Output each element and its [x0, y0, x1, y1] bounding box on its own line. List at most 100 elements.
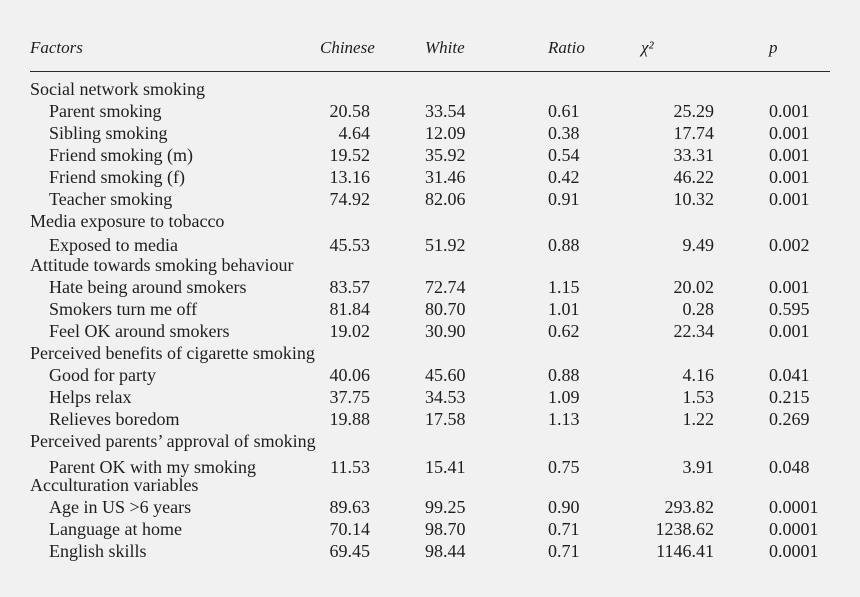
cell-chi-square: 4.16 — [682, 365, 715, 385]
table-row: Sibling smoking 4.64 12.09 0.38 17.74 0.001 — [0, 122, 860, 144]
row-label: Exposed to media — [49, 235, 178, 255]
cell-white: 12.09 — [425, 123, 466, 143]
cell-ratio: 0.42 — [548, 167, 580, 187]
cell-white: 82.06 — [425, 189, 466, 209]
cell-chinese: 83.57 — [329, 277, 371, 297]
cell-chi-square: 1146.41 — [656, 541, 714, 561]
cell-chi-square: 3.91 — [682, 457, 715, 477]
table-header: Factors Chinese White Ratio χ² p — [0, 0, 860, 72]
row-label: Friend smoking (f) — [49, 167, 185, 187]
header-ratio: Ratio — [548, 38, 585, 57]
table-row: English skills 69.45 98.44 0.71 1146.41 0.000… — [0, 540, 860, 562]
cell-p-value: 0.001 — [769, 321, 810, 341]
row-label: Teacher smoking — [49, 189, 173, 209]
cell-chinese: 81.84 — [329, 299, 371, 319]
section-row: Media exposure to tobacco — [0, 210, 860, 232]
cell-p-value: 0.215 — [769, 387, 810, 407]
cell-ratio: 1.09 — [548, 387, 580, 407]
header-factors: Factors — [30, 38, 83, 57]
cell-chinese: 89.63 — [329, 497, 371, 517]
cell-white: 99.25 — [425, 497, 466, 517]
cell-white: 34.53 — [425, 387, 466, 407]
header-p-value: p — [769, 38, 778, 57]
cell-ratio: 0.88 — [548, 235, 580, 255]
table-row: Age in US >6 years 89.63 99.25 0.90 293.82 0.… — [0, 496, 860, 518]
cell-chi-square: 0.28 — [682, 299, 715, 319]
cell-chi-square: 1.53 — [682, 387, 715, 407]
cell-p-value: 0.002 — [769, 235, 810, 255]
cell-chinese: 19.88 — [329, 409, 371, 429]
cell-p-value: 0.001 — [769, 277, 810, 297]
row-label: English skills — [49, 541, 147, 561]
row-label: Parent smoking — [49, 101, 162, 121]
cell-chi-square: 33.31 — [673, 145, 715, 165]
section-row: Social network smoking — [0, 78, 860, 100]
table-row: Parent OK with my smoking 11.53 15.41 0.75 3… — [0, 456, 860, 478]
table-row: Parent smoking 20.58 33.54 0.61 25.29 0.001 — [0, 100, 860, 122]
section-label: Perceived parents’ approval of smoking — [30, 431, 316, 451]
cell-white: 98.70 — [425, 519, 466, 539]
cell-white: 30.90 — [425, 321, 466, 341]
section-row: Perceived parents’ approval of smoking — [0, 430, 860, 452]
table-row: Teacher smoking 74.92 82.06 0.91 10.32 0.001 — [0, 188, 860, 210]
cell-p-value: 0.0001 — [769, 541, 819, 561]
cell-chinese: 69.45 — [329, 541, 371, 561]
cell-chi-square: 17.74 — [673, 123, 715, 143]
cell-chi-square: 10.32 — [673, 189, 715, 209]
cell-p-value: 0.001 — [769, 167, 810, 187]
row-label: Good for party — [49, 365, 156, 385]
cell-chinese: 45.53 — [329, 235, 371, 255]
cell-chinese: 19.52 — [329, 145, 371, 165]
cell-chi-square: 46.22 — [673, 167, 715, 187]
row-label: Language at home — [49, 519, 182, 539]
table-row: Good for party 40.06 45.60 0.88 4.16 0.041 — [0, 364, 860, 386]
cell-chi-square: 1.22 — [682, 409, 715, 429]
section-row: Attitude towards smoking behaviour — [0, 254, 860, 276]
row-label: Sibling smoking — [49, 123, 168, 143]
cell-white: 51.92 — [425, 235, 466, 255]
cell-white: 80.70 — [425, 299, 466, 319]
cell-ratio: 0.91 — [548, 189, 580, 209]
cell-chinese: 11.53 — [330, 457, 370, 477]
cell-chinese: 4.64 — [338, 123, 371, 143]
cell-p-value: 0.595 — [769, 299, 810, 319]
row-label: Smokers turn me off — [49, 299, 198, 319]
cell-chinese: 20.58 — [329, 101, 371, 121]
cell-p-value: 0.001 — [769, 123, 810, 143]
section-label: Acculturation variables — [30, 475, 199, 495]
cell-chi-square: 20.02 — [673, 277, 715, 297]
cell-chinese: 19.02 — [329, 321, 371, 341]
cell-ratio: 1.13 — [548, 409, 580, 429]
cell-ratio: 0.54 — [548, 145, 580, 165]
table-row: Friend smoking (m) 19.52 35.92 0.54 33.31 0.0… — [0, 144, 860, 166]
row-label: Friend smoking (m) — [49, 145, 193, 165]
cell-ratio: 0.38 — [548, 123, 580, 143]
cell-white: 35.92 — [425, 145, 466, 165]
section-row: Acculturation variables — [0, 474, 860, 496]
cell-ratio: 0.71 — [548, 541, 580, 561]
cell-chinese: 74.92 — [329, 189, 371, 209]
cell-p-value: 0.001 — [769, 145, 810, 165]
cell-ratio: 0.88 — [548, 365, 580, 385]
cell-chinese: 70.14 — [329, 519, 371, 539]
section-label: Social network smoking — [30, 79, 205, 99]
section-label: Perceived benefits of cigarette smoking — [30, 343, 315, 363]
cell-white: 98.44 — [425, 541, 466, 561]
cell-white: 17.58 — [425, 409, 466, 429]
cell-white: 72.74 — [425, 277, 466, 297]
table-row: Exposed to media 45.53 51.92 0.88 9.49 0.002 — [0, 234, 860, 256]
table-row: Smokers turn me off 81.84 80.70 1.01 0.28 0.5… — [0, 298, 860, 320]
cell-p-value: 0.001 — [769, 101, 810, 121]
cell-white: 31.46 — [425, 167, 466, 187]
header-rule — [30, 71, 830, 72]
cell-p-value: 0.0001 — [769, 519, 819, 539]
cell-p-value: 0.048 — [769, 457, 810, 477]
cell-p-value: 0.0001 — [769, 497, 819, 517]
cell-ratio: 0.62 — [548, 321, 580, 341]
table-row: Relieves boredom 19.88 17.58 1.13 1.22 0.269 — [0, 408, 860, 430]
row-label: Feel OK around smokers — [49, 321, 230, 341]
cell-p-value: 0.001 — [769, 189, 810, 209]
header-chi-square: χ² — [641, 38, 654, 57]
table-row: Helps relax 37.75 34.53 1.09 1.53 0.215 — [0, 386, 860, 408]
row-label: Relieves boredom — [49, 409, 180, 429]
